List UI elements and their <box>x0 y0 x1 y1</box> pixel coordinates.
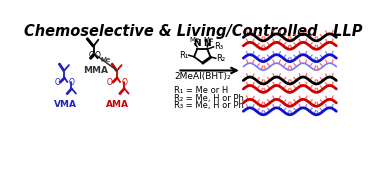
Text: Me: Me <box>101 57 111 64</box>
Text: O: O <box>54 78 60 87</box>
Text: R₂ = Me, H or Ph: R₂ = Me, H or Ph <box>174 94 243 102</box>
Text: O: O <box>94 51 101 60</box>
Text: VMA: VMA <box>54 100 77 109</box>
Text: O: O <box>69 78 75 87</box>
Text: MMA: MMA <box>83 66 108 75</box>
Text: O: O <box>88 51 94 60</box>
Text: Me: Me <box>203 37 213 43</box>
Text: O: O <box>122 78 127 87</box>
Text: 2MeAl(BHT)₂: 2MeAl(BHT)₂ <box>174 72 231 81</box>
Text: R₃ = Me, H or Ph: R₃ = Me, H or Ph <box>174 101 243 110</box>
Text: R₁ = Me or H: R₁ = Me or H <box>174 86 228 95</box>
Text: O: O <box>107 78 113 87</box>
Text: R₃: R₃ <box>214 42 223 51</box>
Text: AMA: AMA <box>106 100 129 109</box>
Text: R₂: R₂ <box>217 54 226 63</box>
Text: Chemoselective & Living/Controlled   LLP: Chemoselective & Living/Controlled LLP <box>25 24 363 39</box>
Text: N: N <box>203 39 211 48</box>
Text: N: N <box>193 39 201 48</box>
Text: R₁: R₁ <box>179 51 188 60</box>
Text: Me: Me <box>190 37 200 43</box>
